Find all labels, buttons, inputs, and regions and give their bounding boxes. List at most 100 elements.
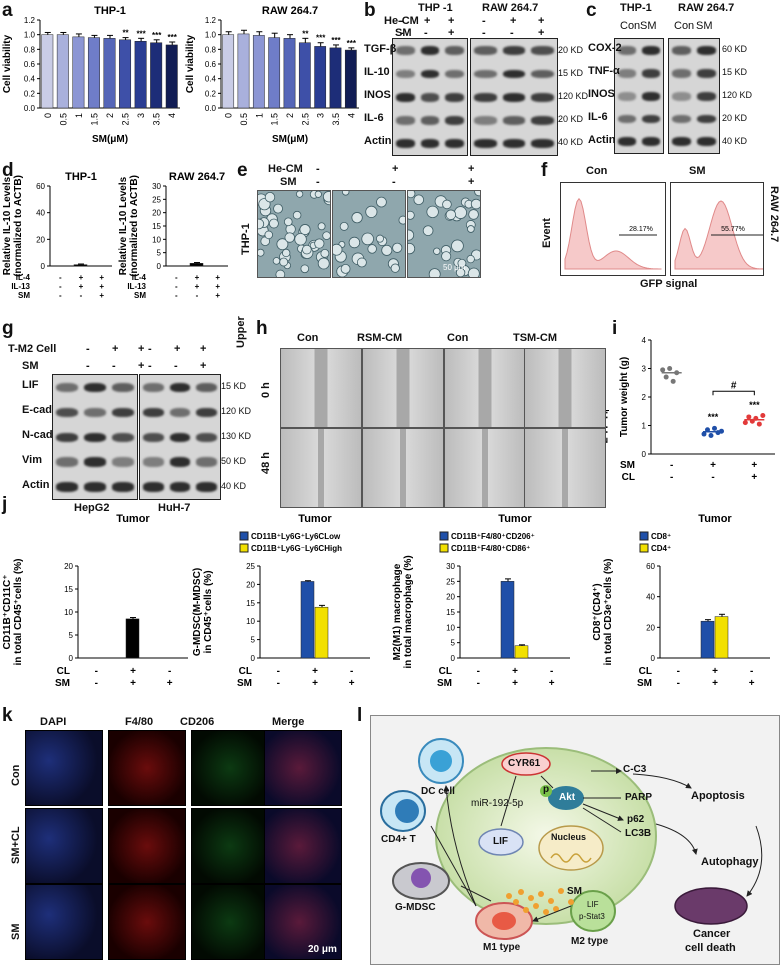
x-tick-label: 0.5 [58,113,68,126]
x-tick-label: 0 [224,113,234,118]
mechanism-schematic: DC cell CD4+ T G-MDSC M1 type M2 type CY… [370,715,780,965]
gate-percent: 28.17% [629,226,653,233]
micrograph-e-2 [332,190,406,278]
blot-band [618,69,636,78]
y-axis-label: (normalized to ACTB) [13,175,24,277]
if-col-label: Merge [272,716,305,728]
treatment-mark: - [400,27,404,39]
blot-row [669,130,719,153]
data-point [701,431,707,437]
panel-label-g: g [2,318,14,339]
blot-band-label: LIF [22,379,39,392]
blot-band [474,116,497,125]
treatment-mark: + [79,282,84,291]
cell-shape [279,257,289,267]
bracket-label: # [731,380,737,391]
node-autophagy: Autophagy [701,856,759,868]
significance-label: *** [136,29,146,38]
y-tick-label: 2 [642,393,647,402]
blot-band [169,407,191,418]
blot-band [196,432,217,442]
molecular-weight-label: 20 KD [558,114,584,125]
chart-title: RAW 264.7 [262,5,318,17]
blot-band [112,382,134,393]
y-tick-label: 1.2 [24,16,36,25]
chart-title: Tumor [298,513,332,525]
panel-label-d: d [2,160,14,181]
treatment-mark: + [712,678,718,689]
panel-label-k: k [2,705,13,726]
molecular-weight-label: 15 KD [558,67,584,78]
data-point [667,366,673,371]
y-tick-label: 0 [251,654,256,663]
blot-band-label: TNF-α [588,65,620,78]
treatment-mark: + [448,27,455,39]
treatment-mark: - [350,666,353,677]
treatment-mark: + [99,282,104,291]
wound-image [524,348,606,428]
treatment-mark: - [510,27,514,39]
node-death-1: Cancer [693,928,731,940]
cell-shape [341,191,350,196]
blot-band [618,46,636,55]
treatment-mark: - [59,282,62,291]
y-axis-label: Relative IL-10 Levels [118,176,129,275]
x-tick-label: 3 [136,113,146,118]
node-p62: p62 [627,814,645,825]
cell-shape [348,236,361,249]
cell-shape [284,232,295,243]
x-tick-label: 3.5 [152,113,162,126]
blot-band [642,46,660,55]
wound-image [362,428,444,508]
y-tick-label: 4 [642,336,647,345]
blot-band [420,92,440,102]
x-tick-label: 1 [74,113,84,118]
y-axis-label: in total CD45⁺cells (%) [13,559,24,666]
cell-shape [264,230,273,240]
blot-band [445,69,464,79]
blot-band [420,139,440,149]
data-point [708,432,714,438]
cell-shape [468,209,479,220]
panel-label-i: i [612,318,618,339]
treatment-mark: - [59,273,62,282]
node-death-2: cell death [685,942,736,954]
cell-shape [302,244,312,255]
blot-band [84,457,106,467]
treatment-mark: + [99,291,104,300]
treatment-mark: - [750,666,753,677]
blot-band-label: E-cad [22,404,52,417]
treatment-mark: - [316,176,320,188]
cell-shape [273,203,283,214]
row-label: SM [55,678,70,689]
row-label: SM [437,678,452,689]
y-tick-label: 10 [152,235,161,244]
x-tick-label: 1 [254,113,264,118]
treatment-mark: + [424,15,431,27]
h-row-48h: 48 h [260,451,272,474]
y-tick-label: 3 [642,365,647,374]
treatment-mark: - [80,291,83,300]
nucleus [538,825,604,871]
treatment-mark: - [277,666,280,677]
if-image [108,884,186,960]
y-tick-label: 1.0 [205,31,217,40]
blot-band [84,382,106,393]
node-sm: SM [567,886,582,897]
molecular-weight-label: 120 KD [558,91,589,101]
molecular-weight-label: 20 KD [722,112,748,123]
node-akt: Akt [559,792,576,803]
if-image [191,884,269,960]
blot-band [531,116,554,125]
if-image [264,884,342,960]
if-image [191,808,269,884]
significance-label: *** [331,36,341,45]
cell-shape [466,255,475,264]
node-mir: miR-192-5p [471,798,524,809]
blot-band [112,432,134,442]
blot-band [445,46,464,56]
treatment-mark: - [392,176,396,188]
cell-shape [258,248,265,257]
treatment-mark: + [195,282,200,291]
